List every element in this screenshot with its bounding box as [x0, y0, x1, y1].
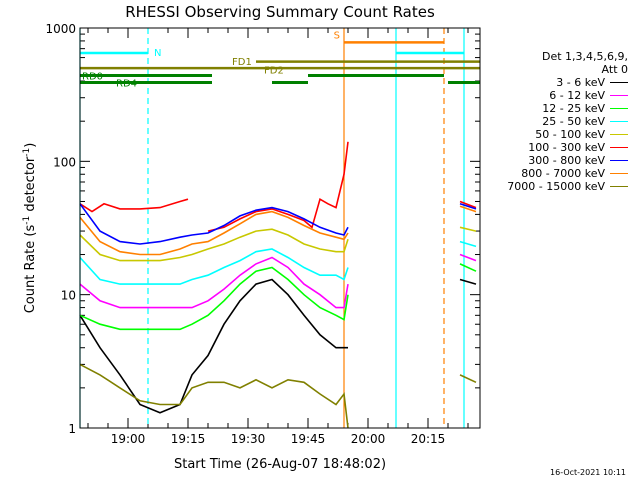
y-tick-label: 100 — [53, 155, 76, 169]
legend-swatch — [610, 160, 628, 161]
series-line — [79, 198, 189, 213]
series-line — [79, 266, 349, 331]
series-line — [459, 278, 477, 285]
plot-area: 1000 100 10 1 19:00 19:15 19:30 19:45 20:00 20:15… — [45, 22, 480, 446]
legend-swatch — [610, 82, 628, 83]
series-line — [459, 203, 477, 210]
fd1-flag-label: FD1 — [232, 57, 252, 68]
legend-entry: 7000 - 15000 keV — [458, 180, 628, 193]
legend-label: 100 - 300 keV — [528, 141, 605, 154]
series-line — [459, 240, 477, 248]
legend-entry: 25 - 50 keV — [458, 115, 628, 128]
night-N-flag-label: N — [154, 48, 161, 59]
legend-header-line1: Det 1,3,4,5,6,9, — [541, 50, 628, 63]
legend-entry: 3 - 6 keV — [458, 76, 628, 89]
legend-entry: 12 - 25 keV — [458, 102, 628, 115]
legend-entry: 800 - 7000 keV — [458, 167, 628, 180]
chart-title: RHESSI Observing Summary Count Rates — [125, 3, 435, 21]
series-line — [459, 263, 477, 272]
series-line — [79, 210, 349, 256]
legend-label: 25 - 50 keV — [542, 115, 605, 128]
y-tick-label: 1000 — [45, 22, 76, 36]
x-axis-label: Start Time (26-Aug-07 18:48:02) — [174, 457, 386, 472]
x-tick-label: 19:00 — [111, 432, 146, 446]
legend-entry: 300 - 800 keV — [458, 154, 628, 167]
footer-timestamp: 16-Oct-2021 10:11 — [550, 468, 626, 477]
legend: Det 1,3,4,5,6,9, Att 0 3 - 6 keV 6 - 12 k… — [458, 50, 628, 193]
legend-label: 300 - 800 keV — [528, 154, 605, 167]
legend-swatch — [610, 108, 628, 109]
series-line — [459, 226, 477, 232]
legend-swatch — [610, 95, 628, 96]
legend-label: 7000 - 15000 keV — [507, 180, 605, 193]
series-line — [459, 205, 477, 213]
series-line — [79, 248, 349, 285]
rd0-flag-label: RD0 — [82, 72, 103, 83]
saa-S-flag-label: S — [334, 30, 340, 41]
legend-swatch — [610, 121, 628, 122]
y-tick-label: 1 — [68, 422, 76, 436]
series-line — [459, 253, 477, 262]
y-tick-label: 10 — [61, 289, 76, 303]
legend-label: 50 - 100 keV — [535, 128, 605, 141]
x-tick-label: 20:00 — [351, 432, 386, 446]
x-tick-label: 19:45 — [291, 432, 326, 446]
x-tick-label: 19:30 — [231, 432, 266, 446]
series-line — [79, 203, 349, 245]
legend-swatch — [610, 147, 628, 148]
series-line — [459, 374, 477, 384]
legend-label: 12 - 25 keV — [542, 102, 605, 115]
legend-label: 3 - 6 keV — [556, 76, 605, 89]
legend-swatch — [610, 134, 628, 135]
legend-entry: 50 - 100 keV — [458, 128, 628, 141]
legend-label: 800 - 7000 keV — [521, 167, 605, 180]
legend-swatch — [610, 186, 628, 187]
legend-entry: 100 - 300 keV — [458, 141, 628, 154]
rd4-flag-label: RD4 — [116, 79, 137, 90]
series-line — [459, 200, 477, 209]
series-line — [207, 141, 349, 232]
series-line — [79, 363, 349, 429]
x-tick-label: 19:15 — [171, 432, 206, 446]
x-tick-label: 20:15 — [411, 432, 446, 446]
legend-entry: 6 - 12 keV — [458, 89, 628, 102]
series-line — [79, 228, 349, 262]
legend-swatch — [610, 173, 628, 174]
y-axis-label: Count Rate (s-1 detector-1) — [22, 143, 38, 314]
series-line — [79, 256, 349, 309]
legend-label: 6 - 12 keV — [549, 89, 605, 102]
legend-header-line2: Att 0 — [601, 63, 628, 76]
plot-frame — [79, 27, 481, 429]
fd2-flag-label: FD2 — [264, 66, 284, 77]
